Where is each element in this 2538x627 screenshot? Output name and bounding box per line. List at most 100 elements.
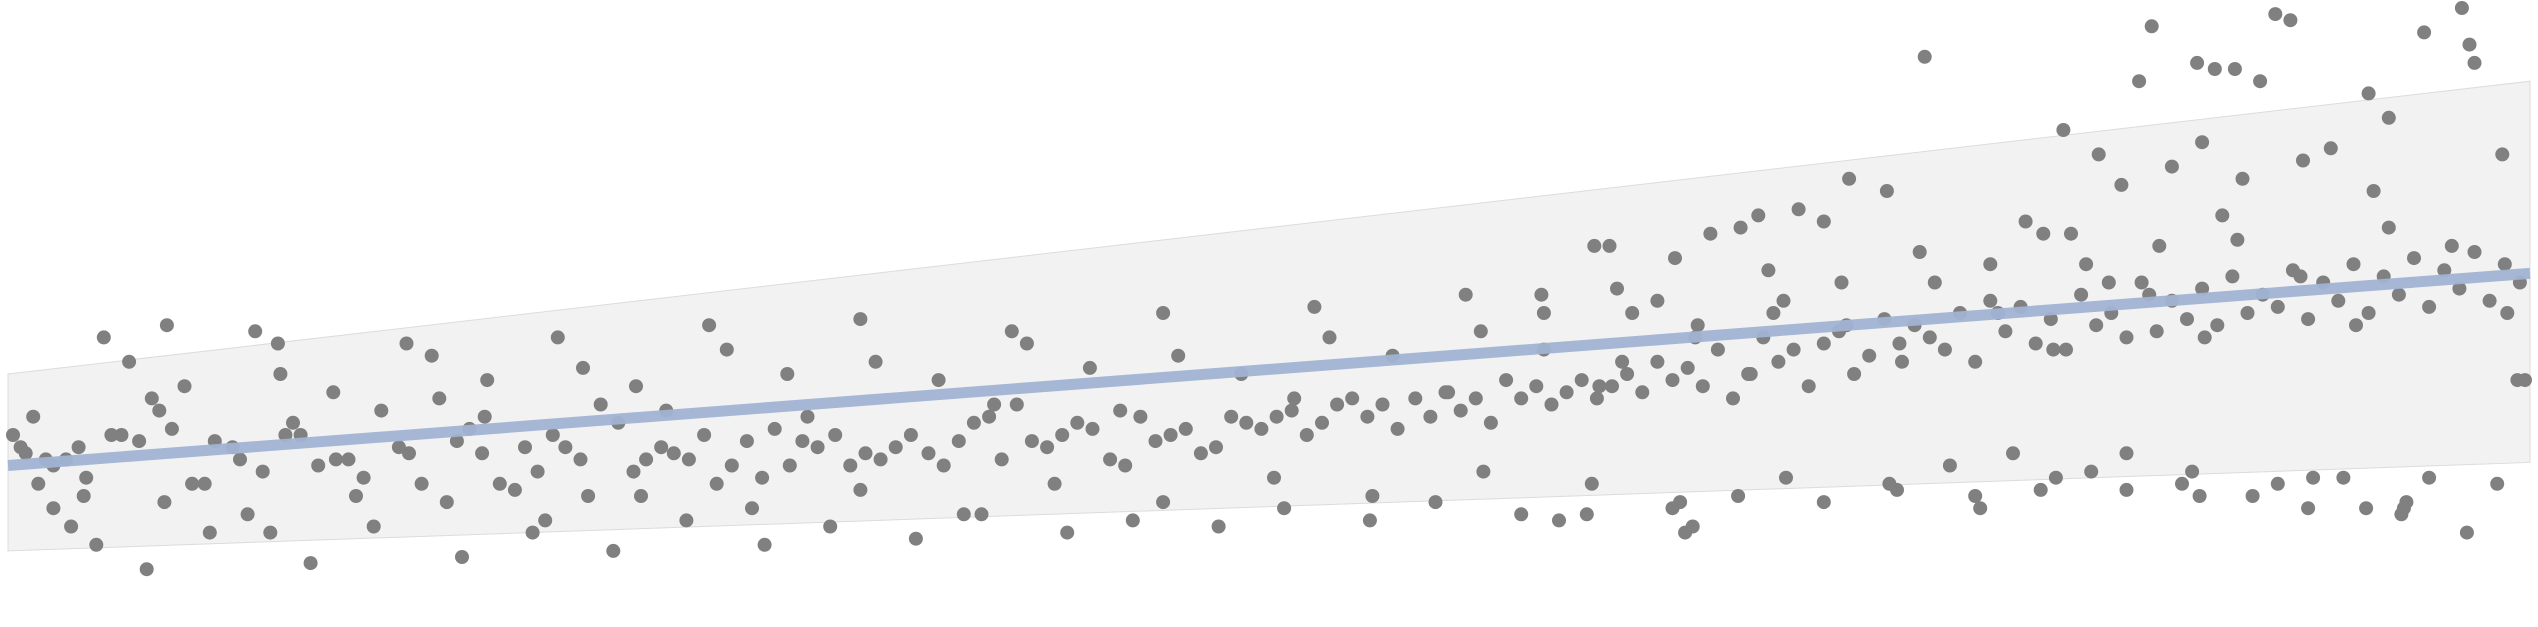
data-point: [2467, 55, 2482, 70]
data-point: [1743, 367, 1758, 381]
data-point: [666, 446, 681, 461]
data-point: [1968, 354, 1983, 369]
data-point: [1816, 495, 1831, 510]
data-point: [157, 495, 172, 510]
data-point: [800, 409, 815, 424]
data-point: [2192, 489, 2207, 503]
data-point: [739, 434, 754, 449]
data-point: [1650, 293, 1665, 308]
data-point: [2331, 293, 2346, 308]
data-point: [507, 482, 522, 497]
data-point: [810, 440, 825, 455]
data-point: [2036, 226, 2051, 241]
data-point: [439, 495, 454, 510]
data-point: [951, 434, 966, 449]
data-point: [2396, 501, 2411, 516]
data-point: [1345, 391, 1360, 406]
data-point: [477, 409, 492, 424]
data-point: [2101, 275, 2116, 290]
data-point: [1209, 440, 1223, 455]
data-point: [1615, 354, 1630, 369]
data-point: [263, 525, 278, 540]
data-point: [273, 367, 288, 381]
data-point: [538, 513, 553, 528]
data-point: [1625, 306, 1640, 320]
data-point: [1277, 501, 1292, 516]
data-point: [679, 513, 694, 528]
data-point: [1082, 360, 1097, 375]
data-point: [139, 562, 154, 577]
data-point: [2283, 13, 2298, 28]
data-point: [2180, 312, 2194, 327]
data-point: [745, 501, 759, 516]
data-point: [1942, 458, 1957, 473]
data-point: [2119, 482, 2134, 497]
data-point: [1879, 184, 1894, 198]
data-point: [1040, 440, 1055, 455]
data-point: [1287, 391, 1302, 406]
data-point: [2134, 275, 2149, 290]
data-point: [755, 470, 770, 485]
data-point: [1847, 367, 1862, 381]
data-point: [1761, 263, 1776, 278]
data-point: [1776, 293, 1791, 308]
regression-line: [7, 267, 2531, 471]
data-point: [1473, 324, 1488, 339]
data-point: [931, 373, 946, 388]
data-point: [1009, 397, 1024, 412]
data-point: [1060, 525, 1075, 540]
data-point: [432, 391, 447, 406]
data-point: [2510, 373, 2525, 388]
data-point: [1211, 519, 1226, 534]
data-point: [2346, 257, 2361, 272]
data-point: [868, 354, 883, 369]
data-point: [1004, 324, 1019, 339]
data-point: [1360, 409, 1375, 424]
data-point: [994, 452, 1009, 467]
data-point: [1085, 421, 1100, 436]
data-point: [2454, 1, 2469, 15]
data-point: [177, 379, 192, 394]
data-point: [843, 458, 858, 473]
data-point: [1842, 171, 1857, 186]
data-point: [76, 489, 91, 503]
data-point: [1602, 238, 1617, 253]
data-point: [1892, 336, 1907, 351]
confidence-band: [7, 80, 2531, 552]
data-point: [2119, 446, 2134, 461]
data-point: [1408, 391, 1423, 406]
data-point: [634, 489, 648, 503]
data-point: [626, 464, 641, 479]
data-point: [1047, 476, 1062, 491]
data-point: [1483, 415, 1498, 430]
data-point: [349, 489, 363, 503]
data-point: [1751, 208, 1766, 223]
data-point: [1476, 464, 1491, 479]
data-point: [908, 531, 923, 546]
data-point: [782, 458, 797, 473]
data-point: [356, 470, 371, 485]
data-point: [1766, 306, 1781, 320]
data-point: [2114, 177, 2129, 192]
data-point: [576, 360, 590, 375]
data-point: [550, 330, 565, 345]
data-point: [2207, 62, 2222, 76]
data-point: [2245, 489, 2260, 503]
data-point: [956, 507, 971, 522]
data-point: [2381, 220, 2396, 235]
data-point: [1390, 421, 1405, 436]
data-point: [1284, 403, 1299, 418]
data-point: [709, 476, 724, 491]
data-point: [2190, 55, 2205, 70]
data-point: [593, 397, 608, 412]
data-point: [366, 519, 381, 534]
data-point: [255, 464, 270, 479]
data-point: [982, 409, 997, 424]
data-point: [164, 421, 179, 436]
data-point: [974, 507, 989, 522]
data-point: [1113, 403, 1128, 418]
data-point: [328, 452, 343, 467]
data-point: [341, 452, 356, 467]
data-point: [530, 464, 545, 479]
data-point: [2381, 110, 2396, 125]
